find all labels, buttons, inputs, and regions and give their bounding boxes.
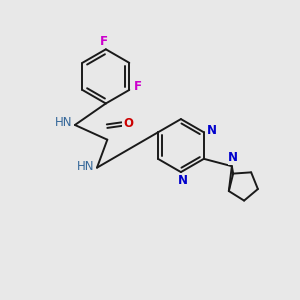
Text: N: N: [228, 152, 238, 164]
Text: HN: HN: [77, 160, 94, 173]
Text: O: O: [123, 117, 133, 130]
Text: N: N: [207, 124, 217, 137]
Text: F: F: [100, 34, 108, 48]
Text: HN: HN: [55, 116, 73, 128]
Text: F: F: [134, 80, 142, 94]
Text: N: N: [177, 174, 188, 187]
